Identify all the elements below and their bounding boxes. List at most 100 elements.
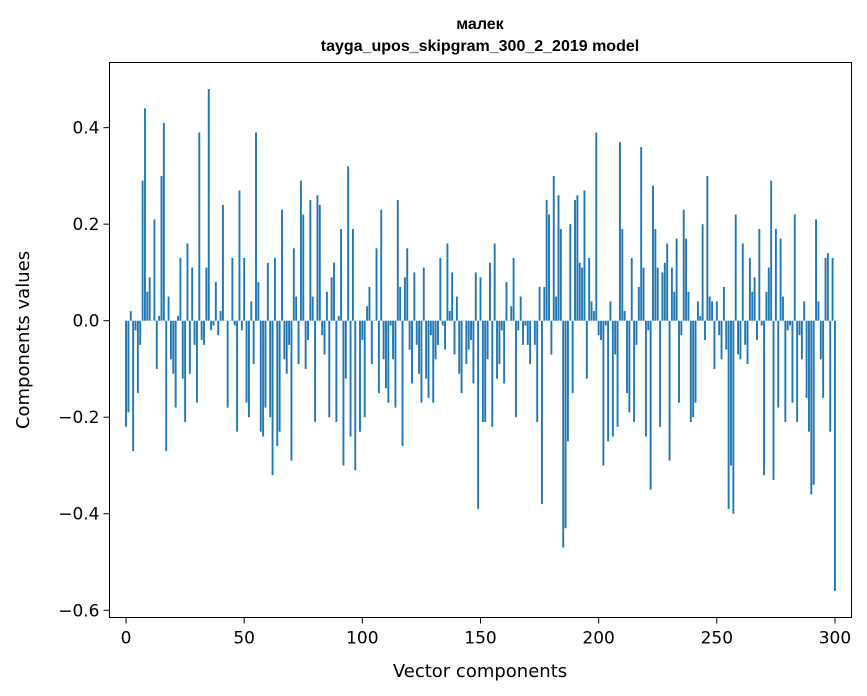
bar [446, 243, 449, 321]
bar [680, 320, 683, 336]
bar [668, 320, 671, 461]
bar [198, 132, 201, 321]
bar [552, 175, 555, 321]
chart-title: малек [456, 16, 504, 33]
bar [682, 209, 685, 321]
bar [385, 320, 387, 389]
bar [351, 229, 354, 321]
bar [621, 229, 624, 321]
bar [644, 320, 647, 437]
bar [489, 262, 491, 321]
bar [642, 267, 645, 321]
bar [205, 267, 208, 321]
bar [314, 320, 317, 423]
y-axis-ticks: −0.6 −0.4 −0.2 0.0 0.2 0.4 [58, 119, 110, 621]
bar [656, 267, 659, 321]
bar [834, 320, 836, 591]
bar [737, 320, 740, 355]
bar [316, 195, 319, 321]
bar [517, 320, 520, 331]
bar [524, 320, 527, 326]
bar [193, 320, 196, 345]
bar [486, 320, 489, 360]
bar [432, 320, 435, 403]
bar [748, 257, 751, 321]
bar [203, 320, 205, 345]
bar [328, 320, 331, 418]
bar [141, 180, 144, 321]
bar [618, 142, 621, 321]
bar [515, 320, 517, 418]
bar [302, 214, 305, 321]
bar-series [125, 89, 836, 591]
bar [255, 132, 257, 321]
bar [333, 262, 335, 321]
bar [545, 200, 548, 321]
bar [186, 243, 189, 321]
bar [824, 257, 827, 321]
bar [375, 248, 378, 321]
y-axis-label: Components values [13, 251, 34, 429]
bar [600, 320, 602, 340]
chart-subtitle: tayga_upos_skipgram_300_2_2019 model [321, 38, 639, 55]
bar [403, 277, 406, 321]
bar [148, 277, 151, 321]
bar [581, 267, 584, 321]
bar [394, 320, 397, 408]
bar [347, 166, 350, 321]
bar [718, 320, 721, 336]
bar [713, 320, 716, 369]
bar [221, 204, 224, 321]
bar [401, 320, 404, 447]
bar [441, 320, 444, 326]
bar [751, 291, 754, 321]
bar [162, 122, 165, 321]
bar [803, 301, 806, 321]
bar [207, 89, 210, 321]
bar [231, 257, 234, 321]
bar [609, 301, 612, 321]
bar [670, 267, 673, 321]
bar [408, 320, 411, 350]
bar [592, 311, 595, 321]
bar [831, 257, 834, 321]
bar [770, 180, 773, 321]
bar [418, 320, 421, 374]
x-tick-label: 0 [121, 629, 132, 649]
bar [559, 229, 562, 321]
bar [689, 320, 692, 423]
bar [292, 248, 295, 321]
bar [512, 257, 515, 321]
bar [458, 320, 461, 374]
bar [498, 320, 501, 365]
bar [470, 320, 472, 340]
x-tick-label: 150 [464, 629, 496, 649]
bar [212, 320, 215, 326]
bar [167, 296, 170, 321]
bar [288, 320, 291, 345]
bar [569, 224, 572, 321]
bar [240, 320, 243, 331]
bar [389, 320, 392, 326]
bar [756, 320, 758, 340]
bar [810, 320, 813, 495]
bar [318, 204, 321, 321]
bar [283, 320, 286, 360]
bar [226, 320, 229, 408]
bar [396, 200, 399, 321]
bar [701, 224, 704, 321]
bar [387, 320, 390, 403]
bar [342, 320, 345, 466]
bar [392, 320, 395, 360]
y-tick-label: −0.6 [58, 601, 99, 621]
y-tick-label: −0.2 [58, 408, 99, 428]
bar [692, 320, 695, 418]
bar [370, 320, 373, 365]
bar [174, 320, 177, 408]
bar [763, 320, 766, 476]
bar [444, 320, 446, 350]
bar [496, 320, 498, 379]
bar [637, 286, 640, 321]
bar [533, 320, 536, 345]
bar [574, 200, 576, 321]
